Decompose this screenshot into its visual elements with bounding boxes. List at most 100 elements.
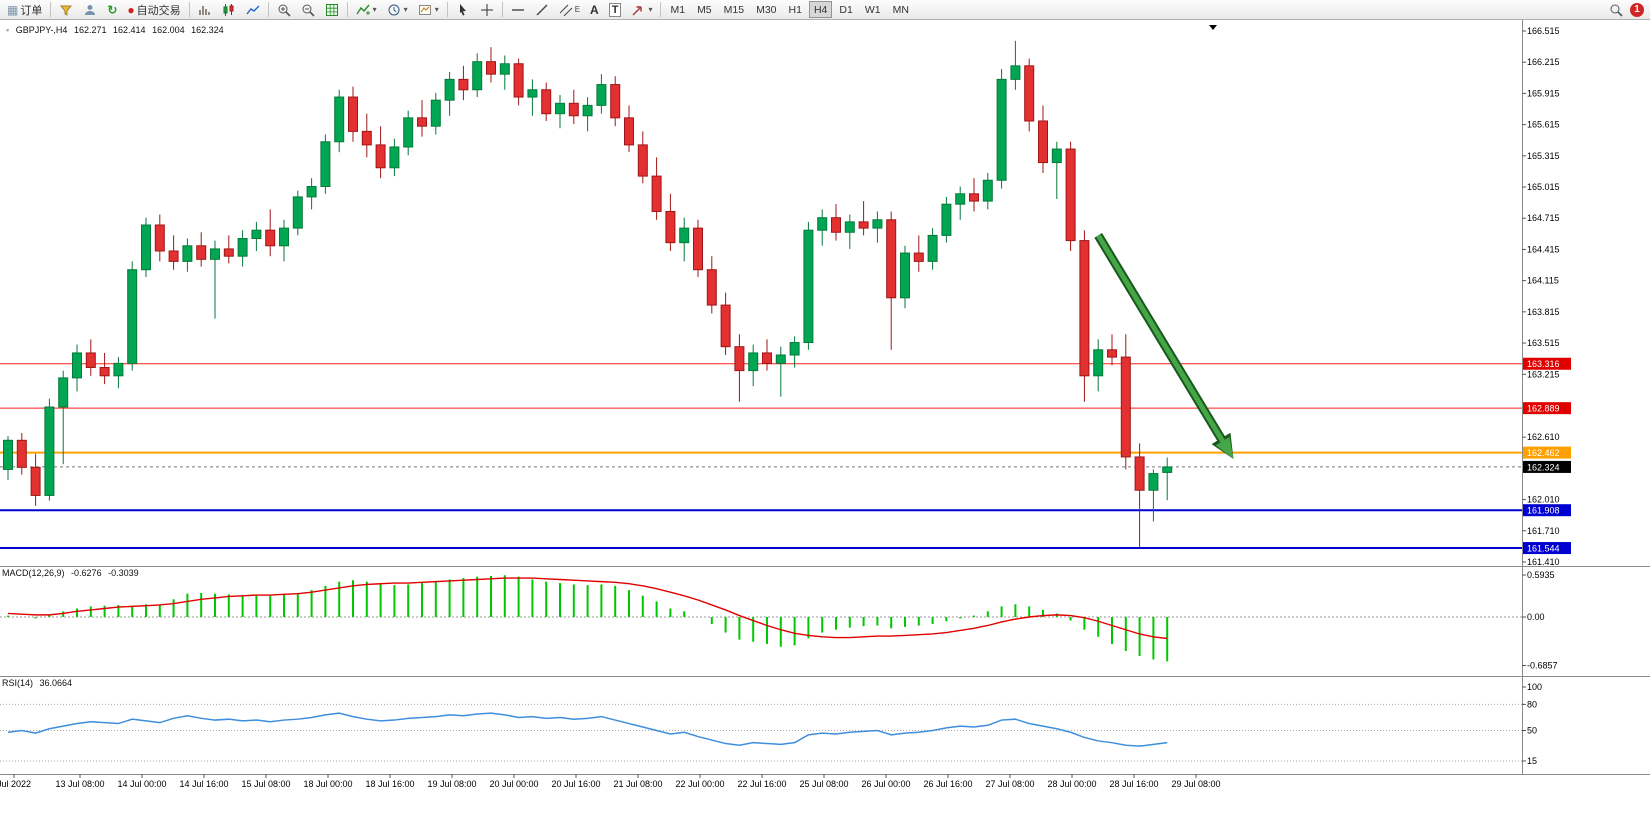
timeframe-m15-button[interactable]: M15 [719, 1, 749, 18]
price-label: 162.462 [1523, 446, 1571, 459]
zoom-out-button[interactable] [297, 1, 319, 18]
timeframe-w1-button[interactable]: W1 [860, 1, 886, 18]
cursor-icon [459, 3, 466, 16]
orders-icon: ▦ [7, 2, 19, 17]
candles [3, 40, 1173, 548]
arrows-tool-button[interactable]: ▾ [627, 1, 656, 18]
orders-button[interactable]: ▦ 订单 [3, 1, 46, 18]
svg-text:26 Jul 00:00: 26 Jul 00:00 [861, 779, 910, 789]
timeframe-m1-button[interactable]: M1 [665, 1, 690, 18]
svg-text:15 Jul 08:00: 15 Jul 08:00 [241, 779, 290, 789]
separator [267, 2, 269, 17]
line-chart-button[interactable] [242, 1, 264, 18]
chevron-down-icon: ▾ [403, 5, 408, 14]
timeframe-d1-button[interactable]: D1 [834, 1, 857, 18]
timeframe-m5-button[interactable]: M5 [692, 1, 717, 18]
trendline-button[interactable] [531, 1, 553, 18]
symbol-label: GBPJPY-,H4 [15, 25, 68, 35]
svg-text:161.908: 161.908 [1527, 506, 1560, 516]
chart-canvas[interactable]: 166.515 166.215 165.915 165.615 165.315 165.0… [0, 20, 1650, 800]
svg-text:100: 100 [1527, 682, 1542, 692]
svg-text:22 Jul 00:00: 22 Jul 00:00 [675, 779, 724, 789]
crosshair-button[interactable] [476, 1, 498, 18]
svg-text:0.00: 0.00 [1527, 612, 1545, 622]
refresh-icon: ↻ [107, 2, 118, 17]
timeframe-h1-button[interactable]: H1 [784, 1, 807, 18]
svg-text:161.544: 161.544 [1527, 544, 1560, 554]
line-chart-icon [246, 3, 260, 17]
svg-text:20 Jul 00:00: 20 Jul 00:00 [489, 779, 538, 789]
equidistant-channel-button[interactable]: E [555, 1, 584, 18]
svg-text:14 Jul 16:00: 14 Jul 16:00 [179, 779, 228, 789]
svg-text:162.324: 162.324 [1527, 462, 1560, 472]
price-label: 163.316 [1523, 357, 1571, 370]
grid-icon [325, 3, 339, 17]
templates-button[interactable]: ▾ [414, 1, 443, 18]
shift-end-marker [1209, 25, 1217, 30]
svg-text:162.889: 162.889 [1527, 404, 1560, 414]
timeframe-group: M1 M5 M15 M30 H1 H4 D1 W1 MN [664, 1, 914, 18]
separator [660, 2, 662, 17]
horizontal-line-icon [511, 3, 525, 17]
svg-text:164.715: 164.715 [1527, 213, 1560, 223]
profile-button[interactable] [79, 1, 101, 18]
timeframe-h4-button[interactable]: H4 [808, 1, 833, 18]
zoom-in-button[interactable] [273, 1, 295, 18]
horizontal-line-button[interactable] [507, 1, 529, 18]
autotrade-button[interactable]: ● 自动交易 [123, 1, 184, 18]
bar-chart-button[interactable] [194, 1, 216, 18]
svg-text:162.610: 162.610 [1527, 432, 1560, 442]
zoom-out-icon [301, 3, 315, 17]
macd-signal-value: -0.3039 [108, 568, 139, 578]
svg-text:166.215: 166.215 [1527, 57, 1560, 67]
svg-text:164.115: 164.115 [1527, 276, 1559, 286]
autotrade-status-icon: ● [127, 2, 135, 17]
candlestick-chart-button[interactable] [218, 1, 240, 18]
new-order-icon [59, 3, 73, 17]
macd-header: MACD(12,26,9) -0.6276 -0.3039 [2, 568, 143, 578]
rsi-line [7, 712, 1168, 747]
refresh-button[interactable]: ↻ [103, 1, 121, 18]
svg-text:19 Jul 08:00: 19 Jul 08:00 [427, 779, 476, 789]
svg-text:27 Jul 08:00: 27 Jul 08:00 [985, 779, 1034, 789]
search-icon [1609, 3, 1623, 17]
grid-button[interactable] [321, 1, 343, 18]
svg-text:14 Jul 00:00: 14 Jul 00:00 [117, 779, 166, 789]
search-button[interactable] [1605, 1, 1627, 18]
svg-text:163.815: 163.815 [1527, 307, 1560, 317]
svg-text:22 Jul 16:00: 22 Jul 16:00 [737, 779, 786, 789]
time-axis: Jul 2022 13 Jul 08:00 14 Jul 00:00 14 Jul 1… [0, 774, 1221, 789]
price-label: 161.544 [1523, 542, 1571, 555]
close-value: 162.324 [191, 25, 224, 35]
macd-main-value: -0.6276 [71, 568, 102, 578]
svg-text:Jul 2022: Jul 2022 [0, 779, 31, 789]
text-label-tool-button[interactable]: T [605, 1, 626, 18]
cursor-button[interactable] [452, 1, 474, 18]
indicators-button[interactable]: ▾ [352, 1, 381, 18]
svg-text:28 Jul 16:00: 28 Jul 16:00 [1109, 779, 1158, 789]
svg-text:165.915: 165.915 [1527, 88, 1560, 98]
trend-arrow-annotation [1094, 233, 1234, 460]
timeframe-mn-button[interactable]: MN [888, 1, 914, 18]
zoom-in-icon [277, 3, 291, 17]
svg-text:18 Jul 00:00: 18 Jul 00:00 [303, 779, 352, 789]
svg-text:165.615: 165.615 [1527, 120, 1560, 130]
candlestick-chart-icon [222, 3, 236, 17]
chart-ohlc-header: ▪ GBPJPY-,H4 162.271 162.414 162.004 162… [6, 25, 228, 35]
trendline-icon [535, 3, 549, 17]
rsi-header: RSI(14) 36.0664 [2, 678, 76, 688]
svg-text:161.710: 161.710 [1527, 526, 1560, 536]
timeframe-m30-button[interactable]: M30 [751, 1, 781, 18]
bar-chart-icon [198, 3, 212, 17]
periods-button[interactable]: ▾ [383, 1, 412, 18]
price-label: 161.908 [1523, 504, 1571, 517]
notification-badge[interactable]: 1 [1630, 2, 1644, 17]
separator [188, 2, 190, 17]
new-order-button[interactable] [55, 1, 77, 18]
svg-text:21 Jul 08:00: 21 Jul 08:00 [613, 779, 662, 789]
channel-tool-label: E [574, 5, 581, 14]
open-value: 162.271 [73, 25, 107, 35]
chevron-down-icon: ▾ [648, 5, 653, 14]
svg-text:162.462: 162.462 [1527, 448, 1560, 458]
text-tool-button[interactable]: A [586, 1, 603, 18]
